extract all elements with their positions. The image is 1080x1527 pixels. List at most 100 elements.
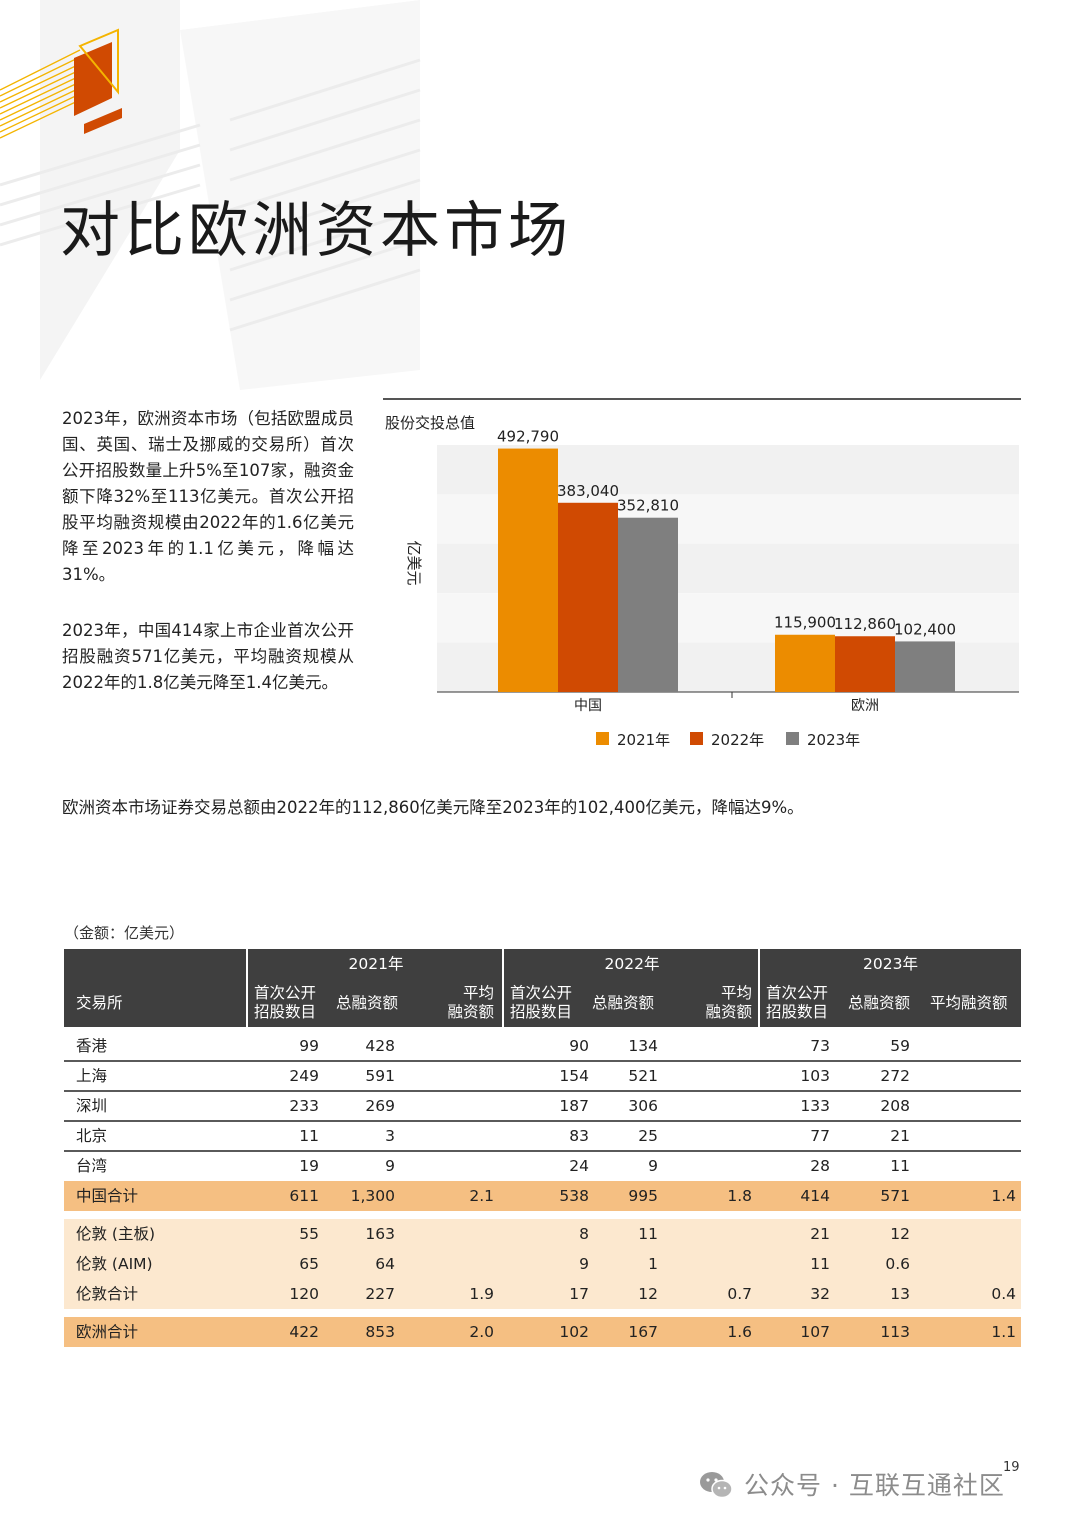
category-label: 中国	[574, 698, 602, 714]
cell-value: 163	[365, 1225, 395, 1243]
data-label: 383,040	[557, 482, 619, 500]
cell-value: 2.0	[469, 1323, 494, 1341]
column-header: 首次公开 招股数目	[510, 984, 573, 1021]
cell-value: 208	[880, 1097, 910, 1115]
cell-value: 995	[628, 1187, 658, 1205]
europe-total-row: 欧洲合计 422 853 2.0 102 167 1.6 107 113 1.1	[64, 1317, 1021, 1347]
table-row: 伦敦 (主板) 55 163 8 11 21 12	[64, 1219, 1021, 1249]
legend-label: 2023年	[807, 731, 860, 749]
cell-value: 24	[569, 1157, 589, 1175]
cell-value: 133	[800, 1097, 830, 1115]
row-divider-line	[64, 1090, 1021, 1092]
cell-value: 19	[299, 1157, 319, 1175]
watermark-text: 公众号 · 互联互通社区	[744, 1471, 1005, 1500]
cell-value: 73	[810, 1037, 830, 1055]
ipo-comparison-table: 2021年 2022年 2023年 交易所 首次公开 招股数目 总融资额 平均 融资额 首次公开招…	[64, 949, 1021, 1347]
page-title: 对比欧洲资本市场	[60, 196, 572, 266]
row-label: 深圳	[76, 1097, 108, 1115]
row-label: 北京	[76, 1127, 108, 1145]
cell-value: 59	[890, 1037, 910, 1055]
cell-value: 12	[638, 1285, 658, 1303]
summary-text: 欧洲资本市场证券交易总额由2022年的112,860亿美元降至2023年的102…	[62, 798, 804, 817]
cell-value: 83	[569, 1127, 589, 1145]
row-gap	[64, 1309, 1021, 1317]
cell-value: 13	[890, 1285, 910, 1303]
bar-欧洲-2022年	[835, 636, 895, 692]
cell-value: 428	[365, 1037, 395, 1055]
row-divider-line	[64, 1120, 1021, 1122]
decorative-header-graphic	[0, 0, 421, 390]
cell-value: 249	[289, 1067, 319, 1085]
data-label: 492,790	[497, 428, 559, 446]
cell-value: 591	[365, 1067, 395, 1085]
column-header: 首次公开 招股数目	[254, 984, 317, 1021]
data-label: 115,900	[774, 614, 836, 632]
cell-value: 9	[648, 1157, 658, 1175]
cell-value: 21	[890, 1127, 910, 1145]
cell-value: 1.4	[991, 1187, 1016, 1205]
header-divider	[246, 949, 248, 1027]
cell-value: 113	[880, 1323, 910, 1341]
column-header: 总融资额	[848, 993, 911, 1012]
cell-value: 1.9	[469, 1285, 494, 1303]
cell-value: 0.7	[727, 1285, 752, 1303]
cell-value: 571	[880, 1187, 910, 1205]
year-header: 2021年	[348, 955, 404, 973]
cell-value: 269	[365, 1097, 395, 1115]
intro-paragraph-china: 2023年，中国414家上市企业首次公开招股融资571亿美元，平均融资规模从20…	[62, 621, 354, 692]
cell-value: 0.6	[885, 1255, 910, 1273]
table-header-columns: 交易所 首次公开 招股数目 总融资额 平均 融资额 首次公开 招股数目 总融资额 平均 融资额 首次公…	[64, 979, 1021, 1027]
cell-value: 64	[375, 1255, 395, 1273]
cell-value: 55	[299, 1225, 319, 1243]
cell-value: 12	[890, 1225, 910, 1243]
header-divider	[758, 949, 760, 1027]
cell-value: 3	[385, 1127, 395, 1145]
row-gap	[64, 1211, 1021, 1219]
london-total-row: 伦敦合计 120 227 1.9 17 12 0.7 32 13 0.4	[64, 1279, 1021, 1309]
table-row: 台湾 19 9 24 9 28 11	[64, 1151, 1021, 1181]
legend-swatch	[690, 732, 703, 745]
cell-value: 521	[628, 1067, 658, 1085]
cell-value: 99	[299, 1037, 319, 1055]
cell-value: 8	[579, 1225, 589, 1243]
cell-value: 11	[810, 1255, 830, 1273]
cell-value: 1,300	[350, 1187, 395, 1205]
row-divider-line	[64, 1060, 1021, 1062]
china-total-row: 中国合计 611 1,300 2.1 538 995 1.8 414 571 1.4	[64, 1181, 1021, 1211]
data-label: 352,810	[617, 497, 679, 515]
intro-paragraph-europe: 2023年，欧洲资本市场（包括欧盟成员国、英国、瑞士及挪威的交易所）首次公开招股…	[62, 409, 354, 584]
cell-value: 77	[810, 1127, 830, 1145]
cell-value: 306	[628, 1097, 658, 1115]
cell-value: 414	[800, 1187, 830, 1205]
cell-value: 90	[569, 1037, 589, 1055]
cell-value: 11	[299, 1127, 319, 1145]
table-row: 深圳 233 269 187 306 133 208	[64, 1091, 1021, 1121]
cell-value: 2.1	[469, 1187, 494, 1205]
bar-中国-2023年	[618, 517, 678, 692]
category-label: 欧洲	[851, 698, 879, 714]
data-label: 112,860	[834, 615, 896, 633]
table-row: 北京 11 3 83 25 77 21	[64, 1121, 1021, 1151]
cell-value: 134	[628, 1037, 658, 1055]
cell-value: 227	[365, 1285, 395, 1303]
column-header: 平均融资额	[447, 984, 494, 1021]
bar-欧洲-2021年	[775, 634, 835, 692]
exchange-column-header: 交易所	[76, 993, 123, 1012]
cell-value: 17	[569, 1285, 589, 1303]
table-unit-note: （金额：亿美元）	[64, 924, 185, 942]
year-header: 2023年	[863, 955, 918, 973]
row-label: 伦敦 (AIM)	[76, 1255, 153, 1273]
cell-value: 1.8	[727, 1187, 752, 1205]
row-label: 台湾	[76, 1157, 108, 1175]
column-header: 平均融资额	[930, 993, 1008, 1012]
cell-value: 0.4	[991, 1285, 1016, 1303]
data-label: 102,400	[894, 620, 956, 638]
cell-value: 187	[559, 1097, 589, 1115]
row-label: 伦敦合计	[76, 1285, 139, 1303]
bar-欧洲-2023年	[895, 641, 955, 692]
cell-value: 272	[880, 1067, 910, 1085]
row-divider-line	[64, 1150, 1021, 1152]
cell-value: 107	[800, 1323, 830, 1341]
cell-value: 422	[289, 1323, 319, 1341]
